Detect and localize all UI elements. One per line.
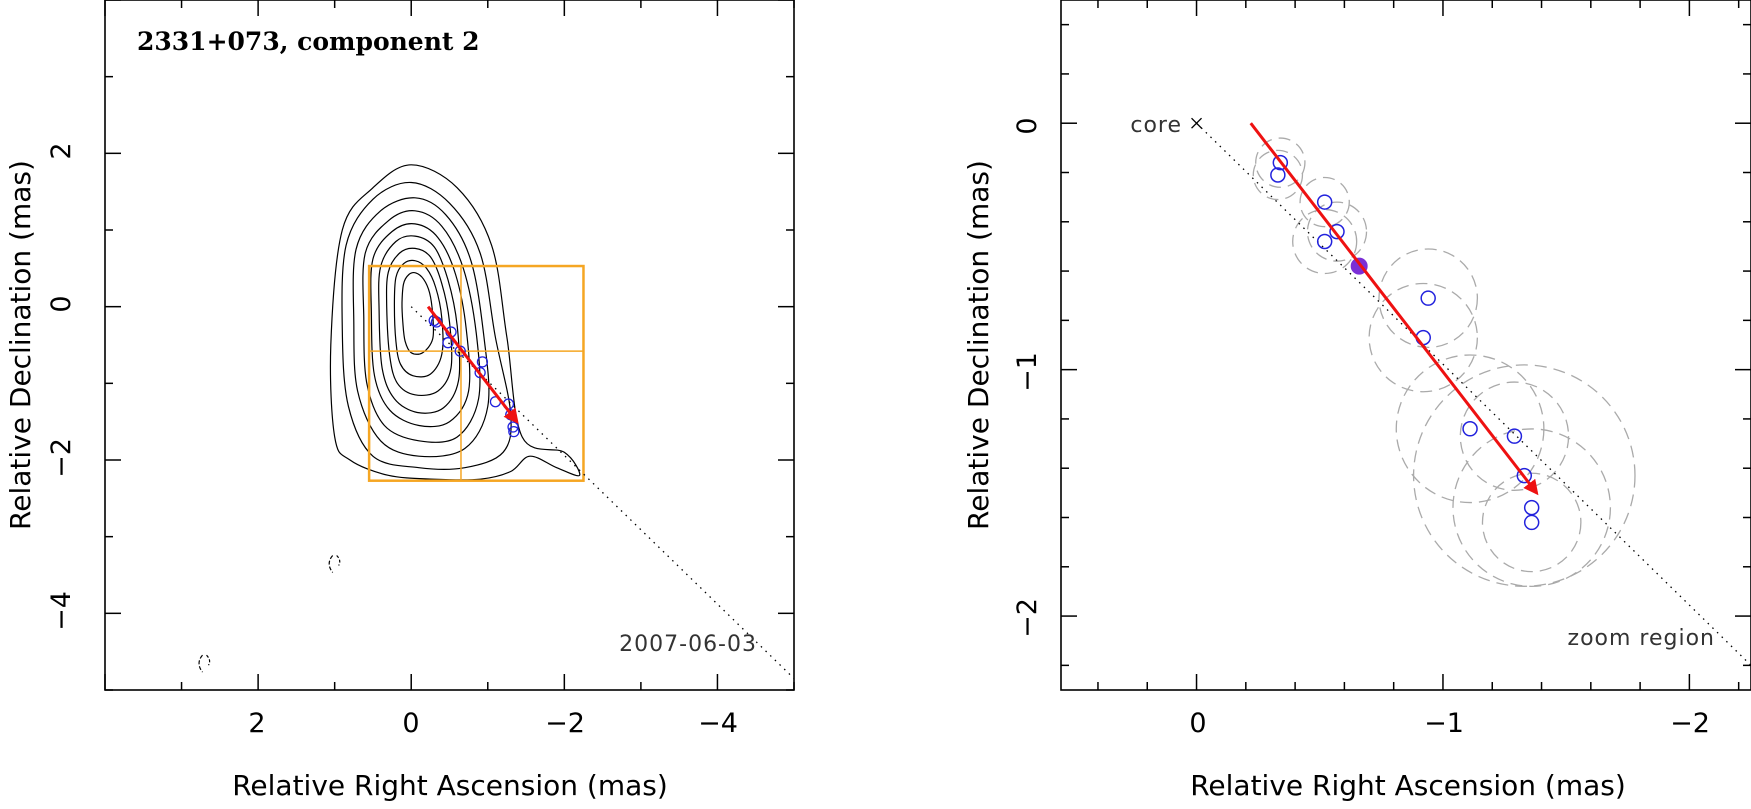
component-marker [1523, 499, 1540, 516]
right-ytick-label-0: 0 [1012, 117, 1043, 134]
component-marker [476, 356, 489, 368]
component-size-circle [1481, 472, 1582, 573]
component-size-circle [1412, 364, 1636, 587]
left-y-axis-title: Relative Declination (mas) [4, 160, 37, 530]
left-ticks [104, 0, 795, 691]
component-marker [1506, 428, 1523, 444]
trajectory-line [1196, 122, 1751, 666]
contour-level-6 [378, 235, 461, 414]
core-marker [1191, 117, 1202, 129]
left-zoom-box [367, 264, 585, 482]
right-motion-arrow [1249, 122, 1539, 496]
component-size-circle [1252, 149, 1304, 201]
contour-level-7 [385, 247, 453, 396]
right-ytick-label-m1: −1 [1012, 352, 1043, 392]
noise-contour [206, 654, 211, 666]
right-x-axis-title: Relative Right Ascension (mas) [1190, 769, 1626, 802]
left-panel: 2 0 −2 −4 2 0 −2 −4 Relative Right Ascen… [4, 0, 795, 802]
component-size-circle [1459, 381, 1570, 491]
contour-level-4 [362, 210, 481, 443]
contour-level-2 [341, 181, 512, 470]
trajectory-line [410, 306, 795, 679]
left-ytick-label-m2: −2 [46, 438, 77, 478]
noise-contour [198, 654, 204, 673]
motion-arrow [1249, 122, 1539, 496]
noise-contour [328, 555, 334, 573]
component-marker [1270, 167, 1286, 183]
component-marker [1316, 194, 1333, 210]
right-ytick-label-m2: −2 [1012, 598, 1043, 638]
component-size-circle [1255, 137, 1306, 188]
noise-contour [336, 555, 341, 566]
component-size-circle [1292, 208, 1358, 275]
right-components [1270, 154, 1540, 531]
zoom-region-box [367, 264, 585, 482]
left-plot-frame [104, 0, 795, 691]
left-xtick-label-0: 0 [402, 708, 419, 739]
left-chart-title: 2331+073, component 2 [137, 27, 480, 56]
left-x-axis-title: Relative Right Ascension (mas) [232, 769, 668, 802]
component-marker [1420, 290, 1436, 306]
left-noise-contours [198, 555, 341, 673]
right-xtick-label-0: 0 [1189, 708, 1206, 739]
component-marker [1462, 421, 1478, 437]
component-size-circle [1452, 428, 1612, 588]
component-marker [1523, 514, 1540, 531]
epoch-date-label: 2007-06-03 [619, 632, 757, 657]
component-marker [1272, 154, 1289, 171]
component-size-circle [1395, 354, 1545, 504]
left-contours [329, 164, 581, 481]
contour-level-1 [329, 164, 581, 481]
component-size-circle [1306, 201, 1368, 262]
right-component-size-circles [1252, 137, 1636, 588]
component-marker [1316, 233, 1333, 250]
component-size-circle [1368, 282, 1479, 393]
motion-arrow [426, 305, 519, 425]
right-trajectory [1196, 122, 1751, 666]
component-marker [442, 337, 454, 349]
left-ytick-label-2: 2 [46, 142, 77, 159]
zoom-region-label: zoom region [1568, 626, 1715, 651]
contour-level-3 [352, 197, 490, 458]
right-ticks [1061, 0, 1751, 690]
core-label: core [1130, 113, 1182, 138]
left-xtick-label-m2: −2 [545, 708, 585, 739]
component-size-circle [1299, 176, 1350, 228]
contour-level-8 [393, 259, 444, 378]
left-ytick-label-m4: −4 [46, 591, 77, 631]
component-marker [474, 366, 486, 379]
left-trajectory [410, 306, 795, 679]
right-xtick-label-m1: −1 [1424, 708, 1464, 739]
component-marker [1329, 223, 1345, 240]
right-plot-frame [1060, 0, 1751, 691]
contour-level-5 [370, 223, 471, 428]
right-panel: 0 −1 −2 0 −1 −2 Relative Right Ascension… [962, 0, 1751, 802]
contour-level-9 [401, 272, 435, 355]
left-xtick-label-2: 2 [248, 708, 265, 739]
left-ytick-label-0: 0 [46, 295, 77, 312]
core-cross-icon [1191, 117, 1202, 129]
left-motion-arrow [426, 305, 519, 425]
right-xtick-label-m2: −2 [1670, 708, 1710, 739]
component-marker [508, 425, 520, 438]
left-xtick-label-m4: −4 [698, 708, 738, 739]
component-size-circle [1378, 248, 1479, 349]
right-y-axis-title: Relative Declination (mas) [962, 160, 995, 530]
